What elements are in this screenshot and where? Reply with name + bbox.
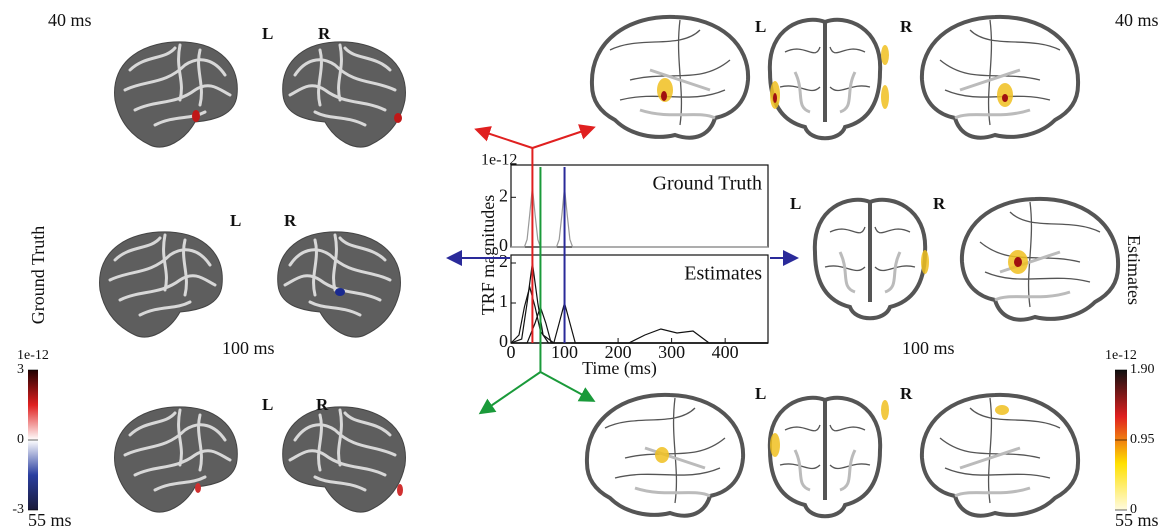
arrow [478,130,532,148]
y-tick-label: 2 [499,185,508,205]
x-tick-label: 400 [712,342,739,362]
figure: 40 ms L R 100 ms L R 55 ms L R 40 ms L R… [0,0,1164,531]
hemi-label: R [900,384,913,403]
hemi-label: R [284,211,297,230]
x-tick-label: 100 [551,342,578,362]
colorbar-title: 1e-12 [17,348,49,363]
arrow [532,128,592,148]
time-label: 40 ms [48,10,92,30]
hemi-label: L [755,17,766,36]
hemi-label: L [755,384,766,403]
time-label: 100 ms [902,338,955,358]
hemi-label: L [262,395,273,414]
panel-title: Ground Truth [653,173,762,195]
x-tick-label: 0 [507,342,516,362]
hemi-label: R [933,194,946,213]
x-axis-label: Time (ms) [582,358,657,379]
colorbar-tick-label: 0.95 [1130,432,1155,447]
arrow [482,372,540,412]
colorbar-tick-label: 3 [17,362,24,377]
time-label: 100 ms [222,338,275,358]
colorbar-tick-label: 1.90 [1130,362,1155,377]
hemi-label: R [900,17,913,36]
side-label: Ground Truth [28,226,48,325]
hemi-label: R [318,24,331,43]
side-label: Estimates [1124,235,1144,305]
colorbar-tick-label: 0 [1130,502,1137,517]
colorbar-title: 1e-12 [1105,348,1137,363]
time-label: 55 ms [28,510,72,530]
hemi-label: L [230,211,241,230]
y-axis-label: TRF magnitudes [478,195,498,316]
colorbar-tick-label: 0 [17,432,24,447]
time-label: 40 ms [1115,10,1159,30]
x-tick-label: 300 [658,342,685,362]
hemi-label: L [262,24,273,43]
y-tick-label: 2 [499,251,508,271]
scale-label: 1e-12 [481,152,517,169]
colorbar-tick-label: -3 [12,502,24,517]
hemi-label: L [790,194,801,213]
panel-title: Estimates [684,263,762,285]
hemi-label: R [316,395,329,414]
y-tick-label: 1 [499,291,508,311]
